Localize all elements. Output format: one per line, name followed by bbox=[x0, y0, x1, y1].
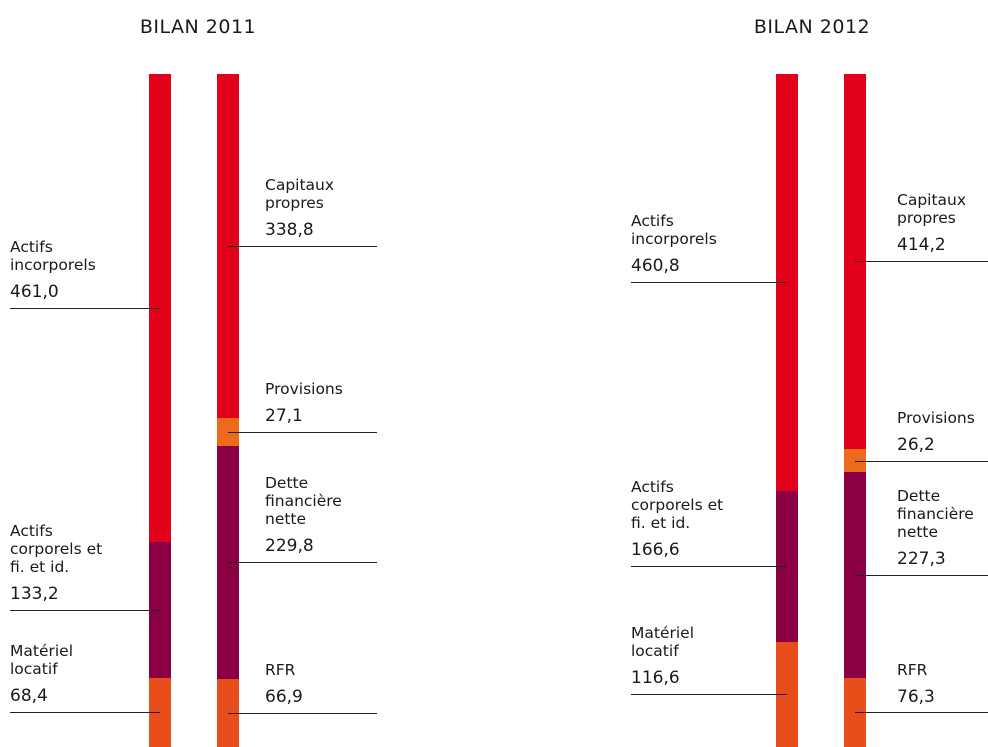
leader-line bbox=[228, 562, 377, 564]
leader-line bbox=[855, 460, 988, 462]
bar-segment bbox=[776, 490, 798, 642]
leader-line bbox=[631, 694, 787, 696]
segment-name: Provisions bbox=[265, 379, 343, 398]
bar-segment bbox=[776, 641, 798, 747]
leader-line bbox=[10, 308, 160, 310]
bar-segment bbox=[217, 418, 239, 446]
segment-label: Actifs incorporels 461,0 bbox=[10, 238, 118, 302]
segment-name: Actifs corporels et fi. et id. bbox=[10, 521, 103, 576]
segment-value: 338,8 bbox=[265, 220, 314, 241]
segment-value: 27,1 bbox=[265, 405, 303, 426]
leader-line bbox=[631, 566, 787, 568]
leader-line bbox=[855, 575, 988, 577]
segment-label: Actifs corporels et fi. et id. 133,2 bbox=[10, 522, 118, 604]
leader-line bbox=[631, 282, 787, 284]
segment-value: 166,6 bbox=[631, 540, 680, 561]
segment-value: 26,2 bbox=[897, 434, 935, 455]
segment-name: RFR bbox=[265, 661, 296, 680]
segment-name: Actifs incorporels bbox=[631, 212, 717, 249]
bar-segment bbox=[844, 472, 866, 678]
segment-label: Provisions 26,2 bbox=[897, 409, 988, 455]
segment-name: Matériel locatif bbox=[631, 624, 695, 661]
bar-segment bbox=[149, 542, 171, 678]
segment-name: Matériel locatif bbox=[10, 642, 74, 679]
segment-label: Matériel locatif 68,4 bbox=[10, 642, 118, 706]
segment-value: 460,8 bbox=[631, 256, 680, 277]
segment-value: 461,0 bbox=[10, 282, 59, 303]
bar-segment bbox=[844, 677, 866, 747]
segment-label: Provisions 27,1 bbox=[265, 380, 373, 426]
segment-name: Provisions bbox=[897, 408, 975, 427]
leader-line bbox=[228, 713, 377, 715]
segment-name: Capitaux propres bbox=[897, 191, 967, 228]
segment-value: 76,3 bbox=[897, 686, 935, 707]
leader-line bbox=[10, 712, 160, 714]
bar-segment bbox=[776, 74, 798, 491]
segment-value: 66,9 bbox=[265, 687, 303, 708]
segment-value: 414,2 bbox=[897, 235, 946, 256]
leader-line bbox=[10, 609, 160, 611]
segment-value: 133,2 bbox=[10, 583, 59, 604]
segment-label: Actifs corporels et fi. et id. 166,6 bbox=[631, 478, 739, 560]
segment-name: Dette financière nette bbox=[265, 474, 342, 529]
segment-label: Capitaux propres 338,8 bbox=[265, 176, 373, 240]
segment-value: 229,8 bbox=[265, 536, 314, 557]
segment-name: Actifs corporels et fi. et id. bbox=[631, 478, 724, 533]
segment-value: 116,6 bbox=[631, 668, 680, 689]
segment-name: Actifs incorporels bbox=[10, 238, 96, 275]
bar-segment bbox=[149, 74, 171, 543]
bar-segment bbox=[149, 677, 171, 747]
segment-label: RFR 76,3 bbox=[897, 661, 988, 707]
segment-label: Matériel locatif 116,6 bbox=[631, 624, 739, 688]
segment-label: Capitaux propres 414,2 bbox=[897, 191, 988, 255]
leader-line bbox=[855, 261, 988, 263]
segment-value: 68,4 bbox=[10, 686, 48, 707]
chart-title: BILAN 2011 bbox=[139, 16, 257, 38]
segment-label: Actifs incorporels 460,8 bbox=[631, 212, 739, 276]
segment-name: Dette financière nette bbox=[897, 487, 974, 542]
segment-label: Dette financière nette 227,3 bbox=[897, 487, 988, 569]
segment-name: RFR bbox=[897, 660, 928, 679]
leader-line bbox=[228, 431, 377, 433]
segment-value: 227,3 bbox=[897, 549, 946, 570]
segment-label: RFR 66,9 bbox=[265, 661, 373, 707]
segment-label: Dette financière nette 229,8 bbox=[265, 474, 373, 556]
chart-title: BILAN 2012 bbox=[753, 16, 871, 38]
leader-line bbox=[855, 712, 988, 714]
leader-line bbox=[228, 246, 377, 248]
segment-name: Capitaux propres bbox=[265, 176, 335, 213]
